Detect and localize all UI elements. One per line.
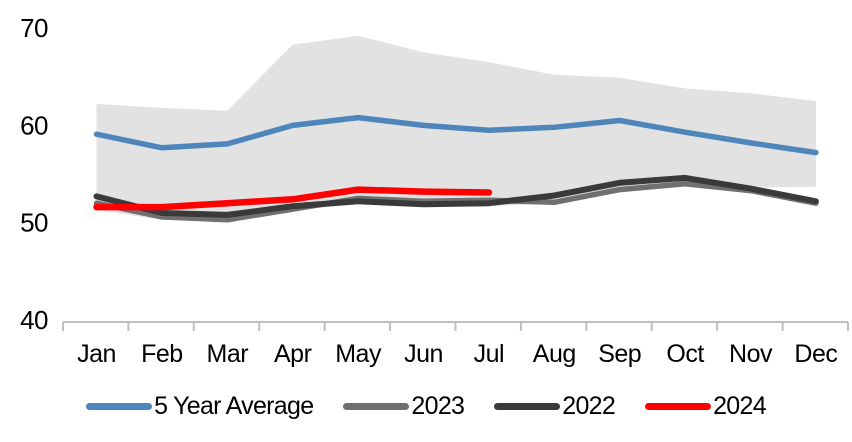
legend-label-5-year-average: 5 Year Average bbox=[154, 391, 314, 420]
y-axis-label-40: 40 bbox=[20, 305, 48, 335]
x-axis-label-dec: Dec bbox=[794, 340, 837, 368]
x-axis-label-apr: Apr bbox=[274, 340, 312, 368]
legend-item-5-year-average: 5 Year Average bbox=[86, 391, 314, 421]
legend-item-2023: 2023 bbox=[343, 391, 465, 421]
x-axis-label-jan: Jan bbox=[77, 340, 116, 368]
x-axis-label-jun: Jun bbox=[404, 340, 443, 368]
series-line-2024 bbox=[93, 186, 493, 211]
series-line-2022 bbox=[93, 174, 819, 218]
legend-label-2024: 2024 bbox=[713, 391, 767, 420]
plot-area: Jan Feb Mar Apr May Jun Jul Aug Sep Oct Nov Dec 40 50… bbox=[20, 13, 849, 368]
x-axis-label-jul: Jul bbox=[474, 340, 504, 368]
y-axis-label-50: 50 bbox=[20, 208, 48, 238]
x-axis-label-sep: Sep bbox=[598, 340, 641, 368]
x-axis-label-aug: Aug bbox=[533, 340, 576, 368]
legend-item-2024: 2024 bbox=[645, 391, 767, 421]
x-axis-label-mar: Mar bbox=[207, 340, 249, 368]
legend-swatch-2023 bbox=[343, 402, 410, 410]
legend-swatch-2024 bbox=[645, 402, 712, 410]
series-line-5-year-average bbox=[93, 114, 819, 156]
legend-swatch-5-year-average bbox=[86, 402, 153, 410]
legend-label-2022: 2022 bbox=[562, 391, 616, 420]
x-axis-label-nov: Nov bbox=[729, 340, 773, 368]
x-axis-label-feb: Feb bbox=[141, 340, 183, 368]
x-axis-label-may: May bbox=[335, 340, 382, 368]
y-axis-label-60: 60 bbox=[20, 110, 48, 140]
chart-svg: Jan Feb Mar Apr May Jun Jul Aug Sep Oct Nov Dec 40 50… bbox=[20, 13, 849, 368]
chart-legend: 5 Year Average 2023 2022 2024 bbox=[0, 384, 852, 428]
legend-label-2023: 2023 bbox=[411, 391, 465, 420]
x-axis-label-oct: Oct bbox=[666, 340, 704, 368]
y-axis-label-70: 70 bbox=[20, 13, 48, 43]
legend-item-2022: 2022 bbox=[494, 391, 616, 421]
legend-swatch-2022 bbox=[494, 402, 561, 410]
